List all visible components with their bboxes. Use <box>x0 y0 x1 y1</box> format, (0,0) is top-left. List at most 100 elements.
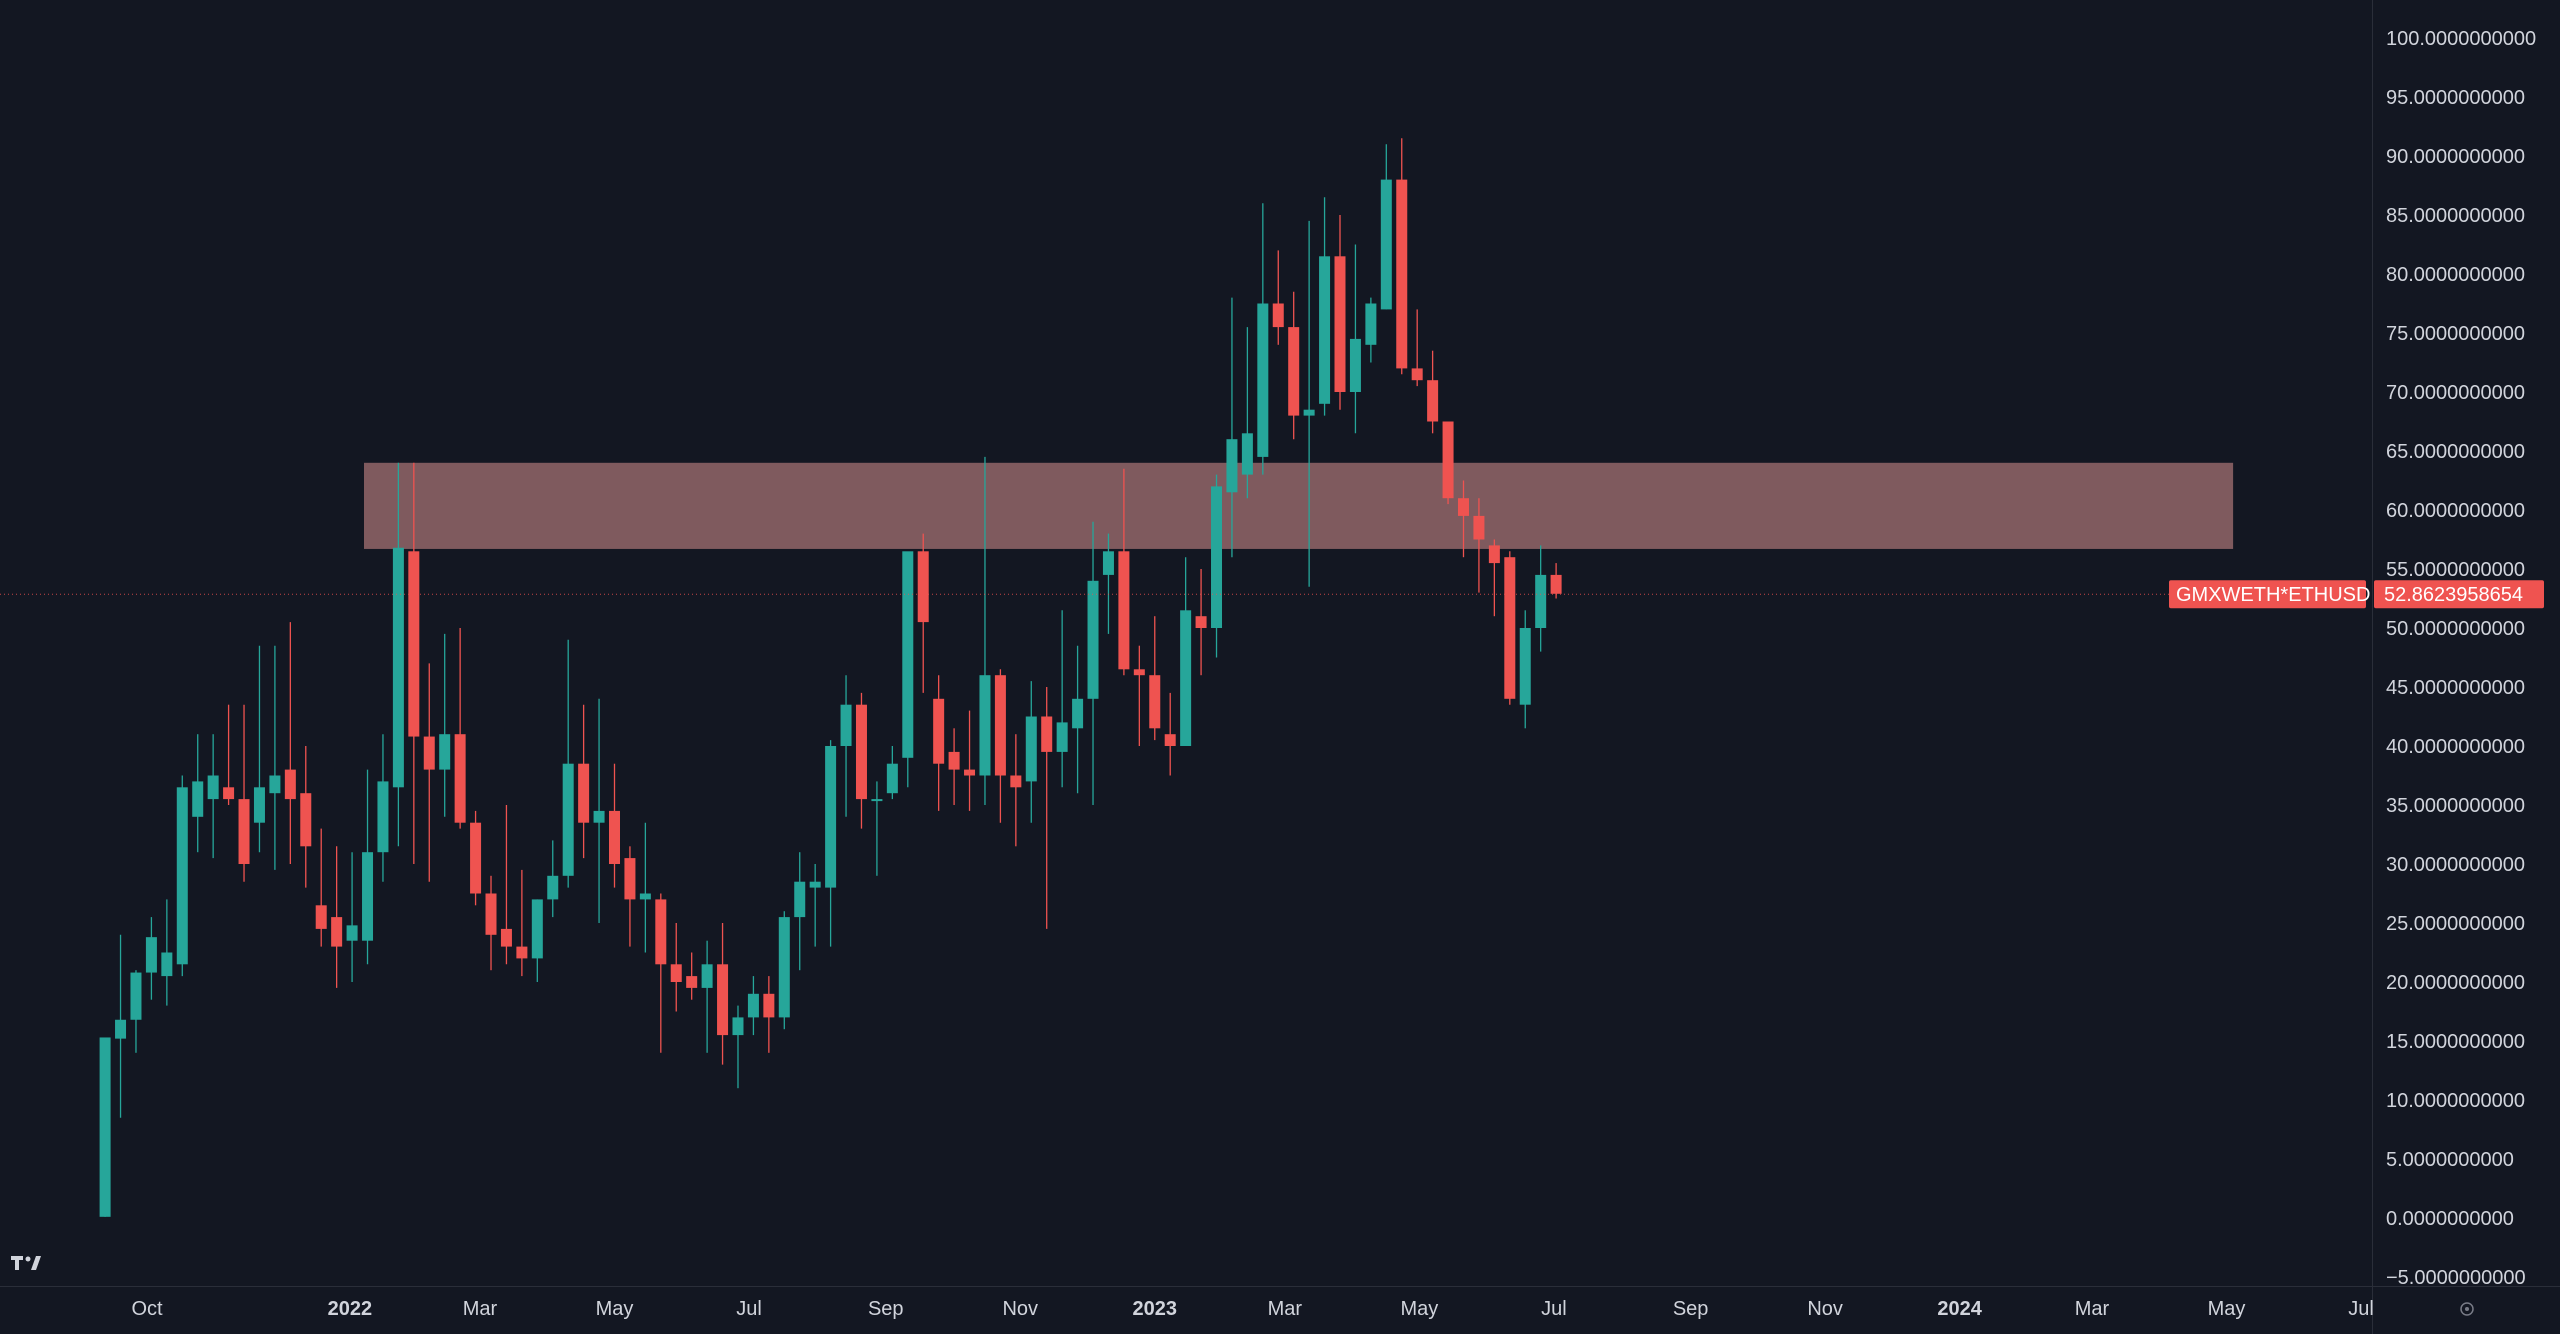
candle <box>207 734 219 859</box>
price-axis[interactable]: 100.0000000000 95.0000000000 90.0000000000… <box>2372 0 2560 1334</box>
candle-body <box>1442 421 1454 499</box>
candle <box>1072 645 1084 794</box>
candle <box>1504 551 1516 705</box>
candle <box>608 763 620 888</box>
candle-body <box>269 775 281 794</box>
candle-body <box>686 976 698 988</box>
candle <box>130 970 142 1053</box>
candle <box>269 645 281 870</box>
candle-body <box>1365 303 1377 345</box>
time-tick-label: 2022 <box>328 1298 373 1320</box>
time-tick-label: 2024 <box>1937 1298 1982 1320</box>
candle <box>1272 250 1284 345</box>
candle-body <box>1195 616 1207 628</box>
time-tick-label: May <box>2208 1298 2246 1320</box>
candle-body <box>1396 179 1408 369</box>
candle <box>1118 468 1130 676</box>
candle <box>1550 563 1562 599</box>
candle-body <box>1457 498 1469 516</box>
candle-body <box>439 734 451 770</box>
candle <box>1226 297 1238 558</box>
candle-body <box>639 893 651 900</box>
candle <box>454 628 466 829</box>
price-tick-label: 10.0000000000 <box>2386 1090 2525 1112</box>
candle-body <box>1488 545 1500 564</box>
candle-body <box>1010 775 1022 788</box>
candle <box>1303 220 1315 587</box>
candle <box>639 822 651 953</box>
candle-body <box>1149 675 1161 729</box>
candle <box>825 740 837 947</box>
candle-body <box>392 547 404 788</box>
tradingview-logo-icon[interactable] <box>11 1256 41 1270</box>
candle <box>1365 297 1377 363</box>
time-tick-label: Mar <box>463 1298 498 1320</box>
time-tick-label: Nov <box>1002 1298 1038 1320</box>
price-tick-label: 30.0000000000 <box>2386 854 2525 876</box>
candle <box>300 746 312 888</box>
candle-body <box>655 899 667 965</box>
candle <box>655 893 667 1053</box>
time-axis[interactable]: Oct 2022 Mar May Jul Sep Nov 2023 Mar May Jul Sep No… <box>0 1286 2560 1334</box>
candle-body <box>1257 303 1269 457</box>
candle <box>778 911 790 1030</box>
candle-body <box>1349 338 1361 392</box>
candle-body <box>855 704 867 800</box>
candle-body <box>933 698 945 764</box>
candle-body <box>362 852 374 941</box>
candle <box>1319 197 1331 416</box>
candle <box>1442 421 1454 505</box>
symbol-tag: GMXWETH*ETHUSD <box>2169 580 2370 609</box>
candle <box>161 899 173 1006</box>
candle-body <box>763 993 775 1018</box>
price-tick-label: 100.0000000000 <box>2386 28 2536 50</box>
candle-body <box>593 810 605 823</box>
price-tick-label: 95.0000000000 <box>2386 87 2525 109</box>
candle <box>1102 533 1114 634</box>
candle-body <box>1380 179 1392 310</box>
candle <box>1535 545 1547 652</box>
candle <box>933 675 945 811</box>
candle-body <box>825 746 837 888</box>
price-tick-label: 50.0000000000 <box>2386 618 2525 640</box>
candle <box>763 976 775 1053</box>
price-tick-label: 0.0000000000 <box>2386 1208 2514 1230</box>
candle <box>1180 557 1192 746</box>
candle-body <box>207 775 219 800</box>
overlay-layer: GMXWETH*ETHUSD <box>0 580 2372 1270</box>
price-tick-label: 55.0000000000 <box>2386 559 2525 581</box>
candle <box>886 746 898 800</box>
time-tick-label: Nov <box>1807 1298 1843 1320</box>
last-price-value: 52.8623958654 <box>2384 584 2523 606</box>
candle <box>238 704 250 882</box>
time-tick-label: Oct <box>131 1298 163 1320</box>
price-tick-label: 25.0000000000 <box>2386 913 2525 935</box>
candle <box>562 639 574 888</box>
candle-body <box>331 917 343 947</box>
candle-body <box>1164 734 1176 746</box>
candle-body <box>1535 574 1547 628</box>
candle-body <box>423 736 435 770</box>
candle <box>1457 480 1469 558</box>
settings-icon[interactable] <box>2460 1302 2474 1316</box>
candle <box>1519 610 1531 729</box>
candle <box>315 828 327 947</box>
candle <box>732 1005 744 1089</box>
resistance-zone[interactable] <box>364 462 2234 549</box>
candle-body <box>161 952 173 977</box>
price-tick-label: 35.0000000000 <box>2386 795 2525 817</box>
candle-body <box>516 946 528 959</box>
candle <box>145 917 157 1000</box>
candle-body <box>547 875 559 900</box>
candle <box>331 846 343 988</box>
price-tick-label: 65.0000000000 <box>2386 441 2525 463</box>
candle-body <box>1025 716 1037 782</box>
candle <box>1473 498 1485 593</box>
candle <box>1288 291 1300 440</box>
candle-body <box>1180 610 1192 746</box>
candle-body <box>470 822 482 894</box>
candle-body <box>979 675 991 776</box>
candle-body <box>238 799 250 864</box>
candle-body <box>300 793 312 847</box>
